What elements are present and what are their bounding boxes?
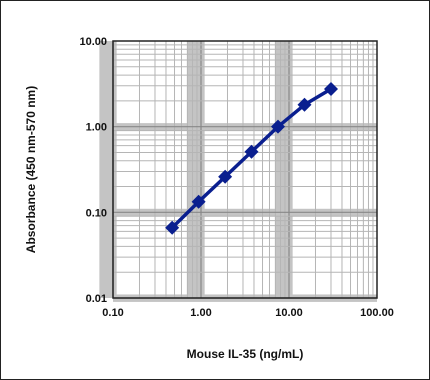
data-point-marker [165, 220, 180, 235]
x-tick-label: 1.00 [190, 307, 211, 319]
x-tick-labels: 0.10 1.00 10.00 100.00 [102, 307, 394, 319]
grid-band-vertical [187, 41, 205, 298]
y-tick-label: 1.00 [86, 122, 107, 134]
plot-border [112, 40, 378, 299]
data-point-marker [271, 119, 286, 134]
data-series [165, 82, 338, 235]
y-tick-label: 0.01 [86, 293, 107, 305]
x-tick-label: 10.00 [275, 307, 303, 319]
y-axis-label: Absorbance (450 nm-570 nm) [24, 86, 38, 253]
plot-background [113, 41, 377, 298]
y-tick-label: 10.00 [79, 36, 107, 48]
y-tick-labels: 0.01 0.10 1.00 10.00 [79, 36, 107, 305]
grid-lines [112, 41, 377, 299]
data-point-marker [323, 82, 338, 97]
grid-band-vertical [99, 41, 117, 298]
data-point-marker [244, 144, 259, 159]
x-tick-label: 0.10 [102, 307, 123, 319]
data-point-marker [218, 169, 233, 184]
y-tick-label: 0.10 [86, 207, 107, 219]
data-point-marker [191, 194, 206, 209]
x-tick-label: 100.00 [360, 307, 394, 319]
data-point-marker [297, 97, 312, 112]
grid-band-vertical [275, 41, 293, 298]
x-axis-label: Mouse IL-35 (ng/mL) [187, 347, 304, 361]
